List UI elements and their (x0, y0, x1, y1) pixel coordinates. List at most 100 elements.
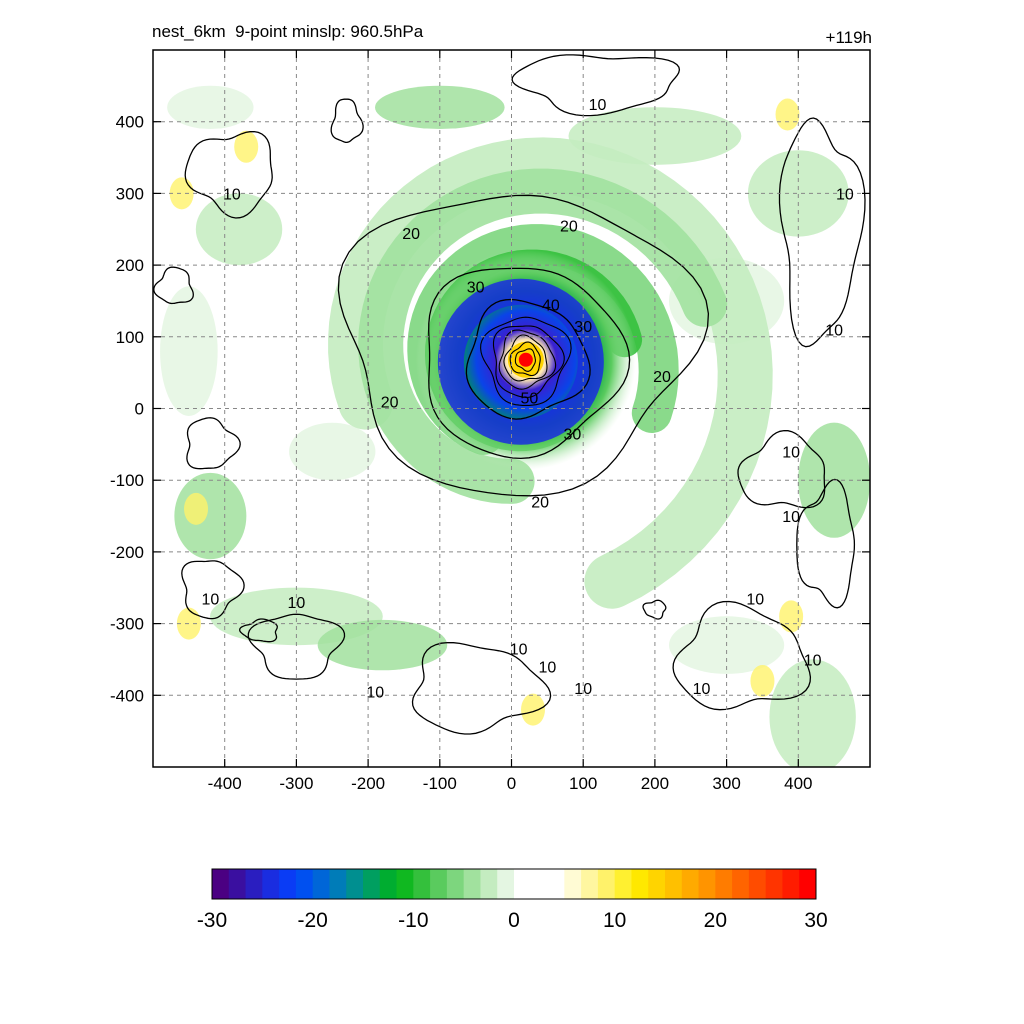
colorbar-box (799, 869, 817, 899)
warm-patch (775, 98, 800, 131)
contour-10 (642, 599, 667, 620)
contour-10 (672, 600, 812, 711)
colorbar-box (581, 869, 599, 899)
colorbar-box (631, 869, 649, 899)
contour-label: 10 (825, 323, 843, 340)
warm-patch (521, 693, 546, 726)
colorbar-box (295, 869, 314, 899)
y-tick-label: -300 (110, 615, 144, 634)
contour-label: 10 (223, 186, 241, 203)
colorbar-tick-label: -30 (197, 909, 227, 932)
field-patch (317, 619, 448, 671)
colorbar-box (212, 869, 230, 899)
colorbar-box (329, 869, 347, 899)
x-tick-label: 400 (784, 774, 812, 793)
field-patch (289, 422, 376, 481)
contour-label: 10 (836, 186, 854, 203)
colorbar-box (279, 869, 297, 899)
warm-patch (184, 492, 209, 525)
colorbar-box (530, 869, 549, 899)
colorbar-box (363, 869, 381, 899)
chart-title: nest_6km 9-point minslp: 960.5hPa (152, 22, 424, 41)
colorbar-box (665, 869, 683, 899)
colorbar-box (430, 869, 448, 899)
contour-label: 30 (564, 427, 582, 444)
contour-10 (184, 130, 273, 219)
field-patch (174, 472, 247, 560)
forecast-hour-label: +119h (825, 28, 872, 47)
y-axis: 400 300 200 100 0 -100 -200 -300 -400 (110, 113, 870, 705)
contour-label: 20 (402, 226, 420, 243)
contour-label: 30 (467, 280, 485, 297)
colorbar-box (547, 869, 565, 899)
x-tick-label: 300 (712, 774, 740, 793)
contour-label: 10 (804, 652, 822, 669)
contour-10 (239, 618, 278, 643)
warm-patch (234, 130, 259, 163)
contour-label: 10 (288, 595, 306, 612)
contour-inner (480, 316, 572, 406)
x-tick-label: -300 (279, 774, 313, 793)
colorbar-box (597, 869, 616, 899)
contour-10 (247, 613, 346, 680)
rainband (358, 168, 728, 504)
contour-label: 40 (542, 298, 560, 315)
colorbar-box (312, 869, 330, 899)
x-tick-label: 0 (507, 774, 516, 793)
colorbar-tick-label: -10 (398, 909, 428, 932)
colorbar-tick-label: -20 (297, 909, 327, 932)
colorbar-box (748, 869, 767, 899)
y-tick-label: 300 (116, 184, 144, 203)
colorbar-box (262, 869, 280, 899)
contour-inner (492, 325, 565, 398)
y-tick-label: 400 (116, 113, 144, 132)
contour-label: 50 (521, 391, 539, 408)
contour-10 (796, 478, 856, 609)
colorbar-box (245, 869, 263, 899)
contour-label: 10 (782, 509, 800, 526)
eyewall (437, 278, 604, 445)
eye-center (518, 352, 533, 367)
contour-inner (509, 341, 541, 377)
contour-label: 20 (653, 369, 671, 386)
contour-10 (153, 266, 194, 305)
rainband (328, 137, 773, 609)
colorbar-tick-label: 20 (704, 909, 727, 932)
y-tick-label: -100 (110, 471, 144, 490)
colorbar-tick-label: 10 (603, 909, 626, 932)
contour-label: 10 (538, 660, 556, 677)
contour-label: 10 (201, 592, 219, 609)
contour-40 (465, 298, 591, 420)
y-tick-label: -400 (110, 686, 144, 705)
contour-label: 30 (574, 319, 592, 336)
contour-label: 10 (693, 681, 711, 698)
colorbar: -30 -20 -10 0 10 20 30 (197, 868, 828, 932)
colorbar-frame (211, 868, 817, 900)
colorbar-box (782, 869, 800, 899)
contour-label: 10 (746, 592, 764, 609)
field-patch (769, 659, 856, 767)
colorbar-box (379, 869, 398, 899)
colorbar-box (480, 869, 498, 899)
contour-20 (337, 194, 710, 497)
warm-patch (750, 664, 775, 697)
contour-label: 10 (782, 445, 800, 462)
colorbar-tick-label: 0 (508, 909, 520, 932)
contour-label: 10 (589, 97, 607, 114)
contour-10 (330, 98, 364, 144)
x-tick-label: 200 (641, 774, 669, 793)
colorbar-box (614, 869, 632, 899)
field-patch (747, 150, 849, 237)
contour-inner (514, 348, 536, 372)
contour-label: 20 (560, 219, 578, 236)
x-tick-label: -100 (423, 774, 457, 793)
contour-10 (778, 117, 866, 348)
x-tick-label: -400 (208, 774, 242, 793)
contour-label: 20 (531, 495, 549, 512)
x-tick-label: 100 (569, 774, 597, 793)
contour-label: 10 (510, 642, 528, 659)
field-patch (160, 286, 218, 416)
field-patch (195, 193, 283, 266)
warm-patch (169, 177, 194, 210)
